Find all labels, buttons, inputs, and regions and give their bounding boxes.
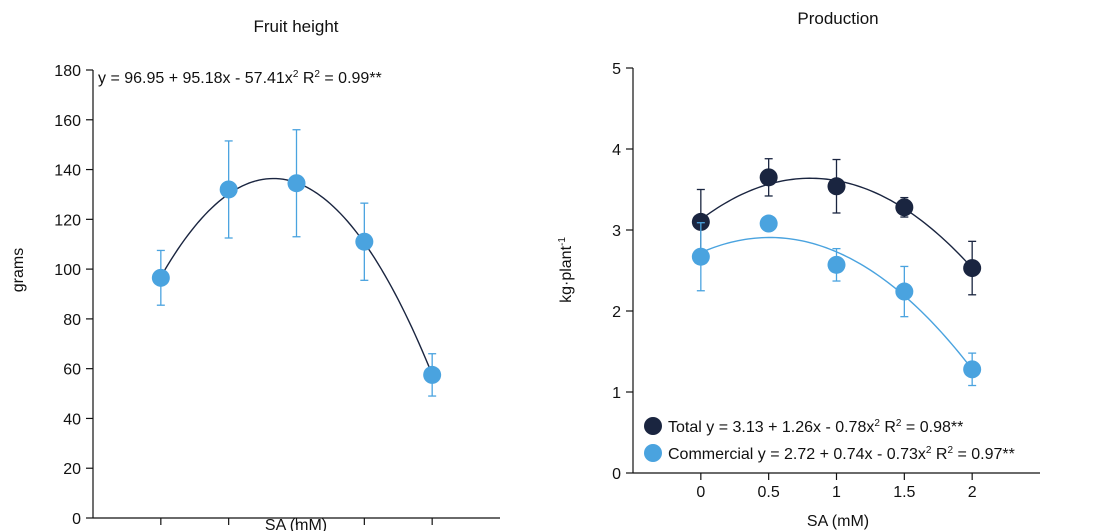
- x-tick-label: 1.5: [353, 529, 375, 531]
- data-point: [287, 174, 306, 193]
- legend-label: Commercial: [668, 446, 753, 463]
- legend: Total y = 3.13 + 1.26x - 0.78x2 R2 = 0.9…: [644, 417, 1015, 463]
- y-axis-label-sup: -1: [557, 237, 568, 246]
- legend-equation: y = 2.72 + 0.74x - 0.73x: [753, 446, 926, 463]
- equation-sup: 2: [293, 69, 299, 80]
- y-tick-label: 5: [612, 61, 621, 78]
- data-point: [355, 232, 374, 251]
- x-axis-label: SA (mM): [265, 517, 327, 531]
- y-axis-label: grams: [10, 248, 27, 292]
- x-tick-label: 0.5: [218, 529, 240, 531]
- data-point: [691, 247, 710, 266]
- regression-equation: y = 96.95 + 95.18x - 57.41x2 R2 = 0.99**: [98, 69, 382, 87]
- legend-marker-total: [644, 417, 662, 435]
- x-tick-label: 1.5: [893, 484, 915, 501]
- data-point: [219, 180, 238, 199]
- equation-r2-prefix: R: [298, 70, 314, 87]
- y-tick-label: 3: [612, 223, 621, 240]
- legend-label: Total: [668, 419, 702, 436]
- x-tick-label: 0.5: [758, 484, 780, 501]
- y-ticks: 0 20 40 60 80 100 120 140 160 180: [54, 63, 93, 528]
- data-marks: [691, 158, 982, 387]
- data-point: [759, 214, 778, 233]
- y-ticks: 0 1 2 3 4 5: [612, 61, 633, 483]
- x-tick-label: 0: [156, 529, 165, 531]
- y-tick-label: 2: [612, 304, 621, 321]
- legend-marker-commercial: [644, 444, 662, 462]
- data-point: [423, 365, 442, 384]
- y-tick-label: 0: [612, 466, 621, 483]
- y-tick-label: 120: [54, 212, 81, 229]
- y-tick-label: 4: [612, 142, 621, 159]
- x-axis-label: SA (mM): [807, 513, 869, 530]
- y-tick-label: 80: [63, 312, 81, 329]
- equation-r2-value: = 0.99**: [320, 70, 382, 87]
- data-point: [759, 168, 778, 187]
- data-point: [963, 259, 982, 278]
- legend-text-commercial: Commercial y = 2.72 + 0.74x - 0.73x2 R2 …: [668, 445, 1015, 463]
- y-tick-label: 160: [54, 113, 81, 130]
- legend-item-commercial: Commercial y = 2.72 + 0.74x - 0.73x2 R2 …: [644, 444, 1015, 463]
- x-tick-label: 2: [428, 529, 437, 531]
- y-tick-label: 140: [54, 163, 81, 180]
- x-ticks: 0 0.5 1 1.5 2: [156, 518, 437, 531]
- chart-title: Production: [797, 9, 878, 28]
- y-tick-label: 1: [612, 385, 621, 402]
- y-tick-label: 40: [63, 411, 81, 428]
- chart-production: Production 0 1 2 3 4 5 0 0.5 1 1.5 2 kg·plant-1 S…: [557, 9, 1040, 530]
- x-ticks: 0 0.5 1 1.5 2: [696, 473, 977, 501]
- data-point: [827, 255, 846, 274]
- chart-title: Fruit height: [253, 17, 338, 36]
- x-tick-label: 1: [292, 529, 301, 531]
- equation-main: y = 96.95 + 95.18x - 57.41x: [98, 70, 293, 87]
- x-tick-label: 2: [968, 484, 977, 501]
- data-point: [691, 212, 710, 231]
- legend-item-total: Total y = 3.13 + 1.26x - 0.78x2 R2 = 0.9…: [644, 417, 963, 436]
- y-tick-label: 60: [63, 362, 81, 379]
- y-axis-label: kg·plant-1: [557, 237, 575, 303]
- y-axis-label-main: kg·plant: [558, 245, 575, 302]
- y-tick-label: 20: [63, 461, 81, 478]
- y-tick-label: 0: [72, 511, 81, 528]
- legend-equation: y = 3.13 + 1.26x - 0.78x: [702, 419, 875, 436]
- x-tick-label: 1: [832, 484, 841, 501]
- x-tick-label: 0: [696, 484, 705, 501]
- data-point: [895, 198, 914, 217]
- data-point: [963, 360, 982, 379]
- y-tick-label: 180: [54, 63, 81, 80]
- data-point: [151, 268, 170, 287]
- data-marks: [151, 129, 442, 397]
- data-point: [895, 282, 914, 301]
- data-point: [827, 177, 846, 196]
- legend-text-total: Total y = 3.13 + 1.26x - 0.78x2 R2 = 0.9…: [668, 418, 963, 436]
- y-tick-label: 100: [54, 262, 81, 279]
